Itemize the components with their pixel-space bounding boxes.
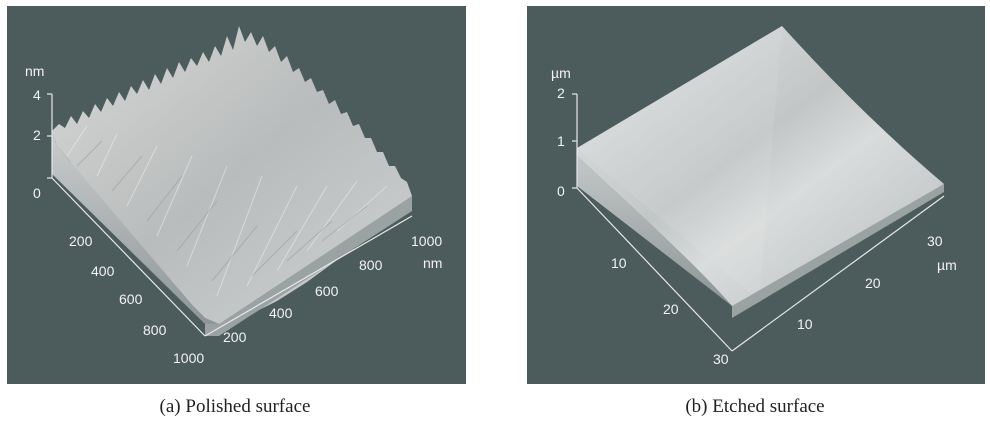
polished-front-right-wall	[205, 196, 412, 336]
polished-z-unit: nm	[25, 63, 44, 79]
etched-z-tick-1: 1	[557, 133, 565, 149]
etched-front-left-wall	[577, 148, 732, 306]
polished-z-tick-4: 4	[33, 87, 41, 103]
polished-surface-plot: nm 0 2 4 200 400 600 800 1000 200 400 60…	[7, 6, 466, 384]
etched-z-unit: µm	[551, 65, 571, 81]
etched-right-tick-10: 10	[797, 316, 813, 332]
polished-left-tick-200: 200	[69, 233, 93, 249]
etched-z-tick-0: 0	[557, 183, 565, 199]
etched-surface-mesh	[577, 26, 944, 306]
etched-surface-plot: µm 0 1 2 10 20 30 10 20 30 µm	[527, 6, 985, 384]
polished-right-tick-600: 600	[315, 283, 339, 299]
polished-z-tick-0: 0	[33, 185, 41, 201]
polished-left-tick-800: 800	[143, 322, 167, 338]
polished-right-tick-1000: 1000	[411, 233, 442, 249]
etched-left-tick-30: 30	[713, 351, 729, 367]
etched-right-tick-20: 20	[865, 275, 881, 291]
polished-right-tick-800: 800	[359, 257, 383, 273]
polished-right-unit: nm	[423, 255, 442, 271]
caption-polished-surface: (a) Polished surface	[159, 396, 311, 417]
etched-left-tick-20: 20	[663, 301, 679, 317]
caption-etched-surface: (b) Etched surface	[685, 396, 825, 417]
polished-left-tick-400: 400	[91, 263, 115, 279]
polished-z-tick-2: 2	[33, 127, 41, 143]
polished-right-tick-200: 200	[223, 329, 247, 345]
etched-right-unit: µm	[937, 257, 957, 273]
polished-left-tick-1000: 1000	[173, 350, 204, 366]
polished-right-tick-400: 400	[269, 305, 293, 321]
etched-z-tick-2: 2	[557, 85, 565, 101]
etched-front-right-wall	[732, 184, 944, 318]
etched-left-tick-10: 10	[611, 255, 627, 271]
polished-left-tick-600: 600	[119, 291, 143, 307]
etched-right-tick-30: 30	[927, 233, 943, 249]
polished-surface-mesh	[52, 26, 412, 324]
